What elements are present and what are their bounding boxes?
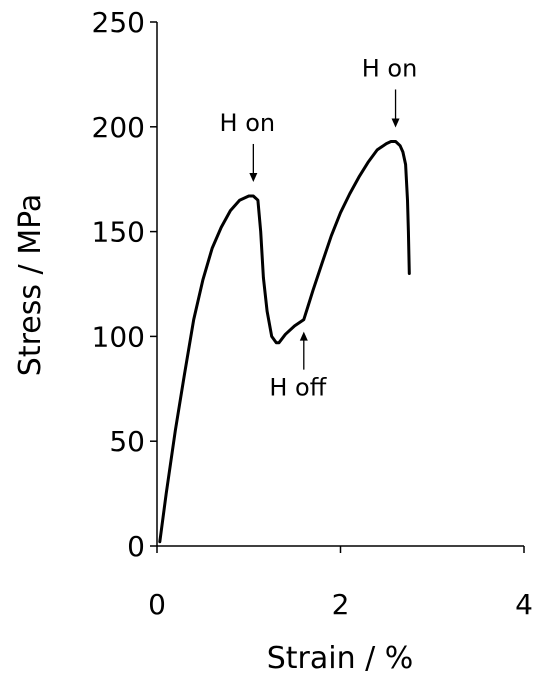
annotation: H on [362,54,418,128]
x-tick-label: 0 [148,588,166,621]
annotation: H on [220,109,276,182]
y-tick-label: 150 [92,216,145,249]
stress-strain-curve [158,140,411,544]
annotation-label: H off [269,374,326,402]
arrowhead-icon [391,118,400,128]
arrowhead-icon [299,331,308,341]
y-tick-label: 50 [109,425,145,458]
axes [156,22,524,547]
y-tick-label: 0 [127,530,145,563]
arrowhead-icon [249,172,258,182]
y-axis-title: Stress / MPa [13,194,48,376]
annotation-label: H on [362,54,418,82]
annotation-label: H on [220,109,276,137]
y-tick-label: 100 [92,320,145,353]
y-ticks: 0 50 100 150 200 250 [92,6,157,563]
annotations: H on H off H on [220,54,418,401]
y-tick-label: 250 [92,6,145,39]
y-tick-label: 200 [92,111,145,144]
annotation: H off [269,331,327,402]
x-tick-label: 4 [515,588,533,621]
x-tick-label: 2 [332,588,350,621]
x-axis-title: Strain / % [267,641,414,676]
x-ticks: 0 2 4 [148,546,533,621]
